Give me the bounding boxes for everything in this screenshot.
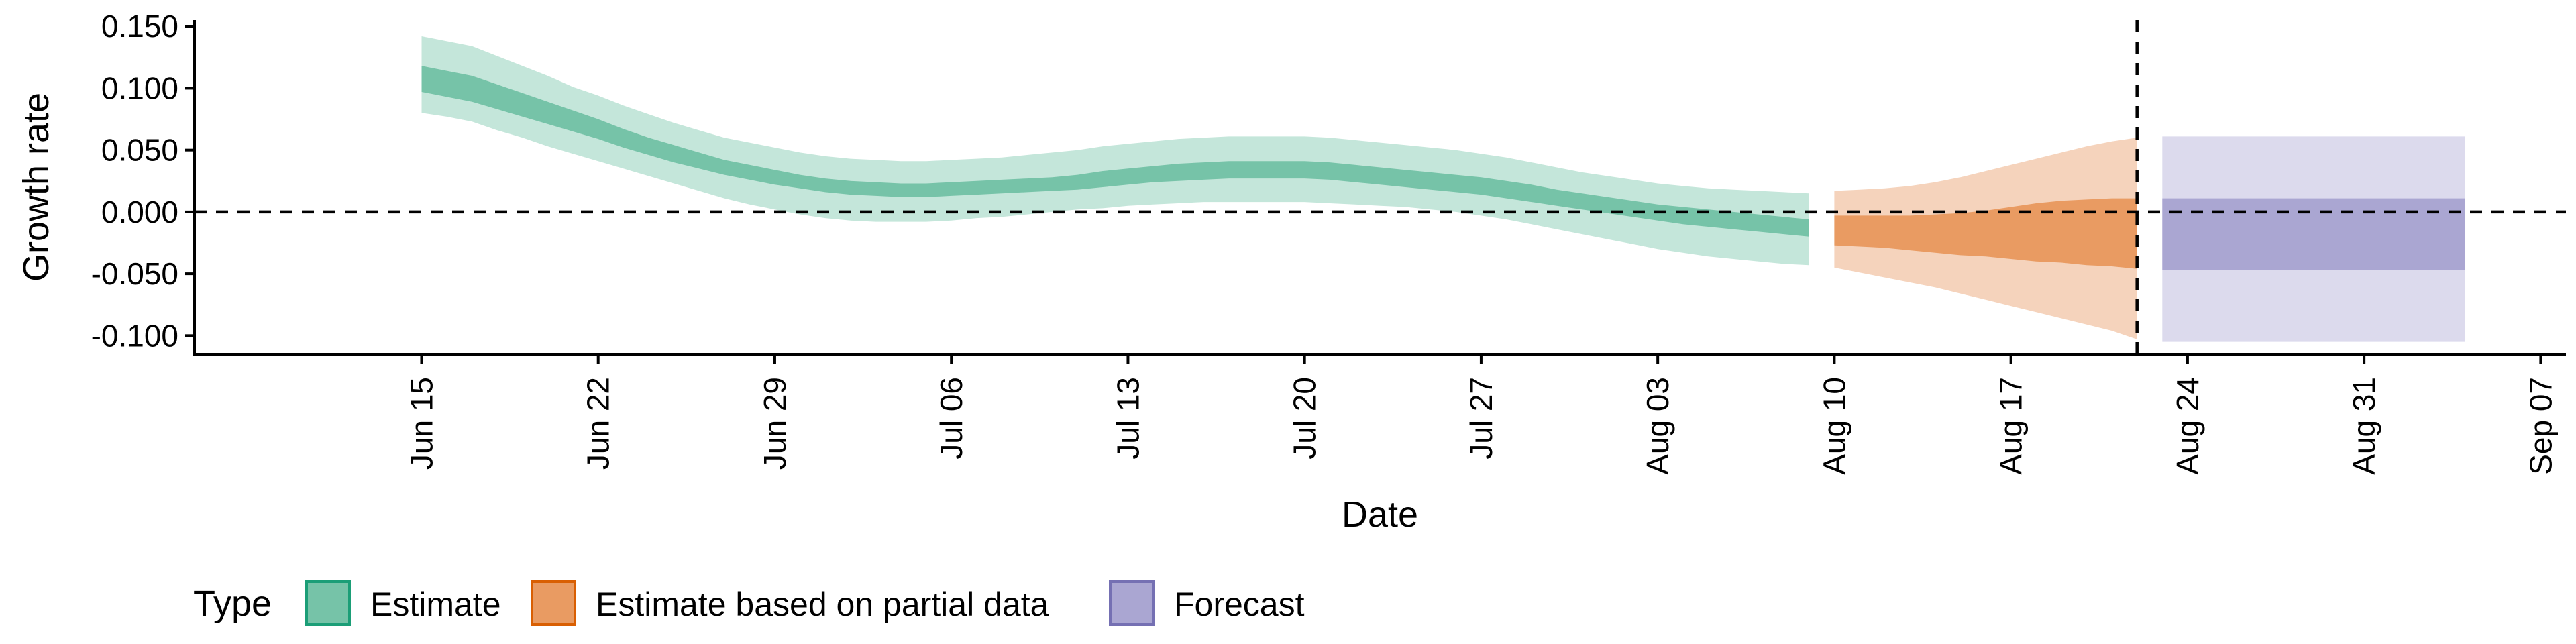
y-ticks: 0.150 0.100 0.050 0.000 -0.050 -0.100 (91, 9, 195, 353)
y-tick-label: 0.050 (101, 133, 178, 168)
legend-label: Estimate based on partial data (596, 586, 1049, 623)
estimate-based-on-partial-data-inner-band (1834, 198, 2137, 269)
x-tick-label: Jul 06 (934, 377, 969, 460)
legend-swatch (305, 580, 351, 626)
x-tick-label: Jul 20 (1287, 377, 1322, 460)
x-tick-label: Jun 22 (581, 377, 616, 470)
reference-lines (195, 20, 2566, 354)
x-tick-label: Jul 13 (1110, 377, 1145, 460)
y-tick-label: -0.050 (91, 256, 178, 291)
y-tick-label: 0.000 (101, 195, 178, 229)
series-forecast (2162, 136, 2465, 342)
legend-label: Estimate (370, 586, 501, 623)
legend-label: Forecast (1174, 586, 1305, 623)
x-ticks: Jun 15 Jun 22 Jun 29 Jul 06 Jul 13 Jul 20 Jul … (405, 354, 2558, 475)
x-tick-label: Sep 07 (2523, 377, 2558, 475)
legend: Type Estimate Estimate based on partial d… (193, 580, 1305, 626)
y-tick-label: 0.150 (101, 9, 178, 44)
x-tick-label: Aug 17 (1994, 377, 2029, 475)
x-tick-label: Jun 29 (757, 377, 792, 470)
x-tick-label: Aug 03 (1640, 377, 1675, 475)
legend-swatch (1109, 580, 1155, 626)
series-estimate-based-on-partial-data (1834, 138, 2137, 339)
y-axis-title: Growth rate (16, 93, 56, 282)
series-estimate (421, 36, 1809, 266)
x-tick-label: Aug 24 (2170, 377, 2205, 475)
x-tick-label: Jul 27 (1464, 377, 1499, 460)
legend-title: Type (193, 584, 272, 624)
legend-item-forecast: Forecast (1109, 580, 1305, 626)
y-tick-label: -0.100 (91, 318, 178, 353)
legend-item-estimate: Estimate (305, 580, 501, 626)
estimate-outer-band (421, 36, 1809, 266)
legend-item-estimate-based-on-partial-data: Estimate based on partial data (531, 580, 1049, 626)
forecast-inner-band (2162, 198, 2465, 270)
ribbon-layer (421, 36, 2465, 342)
axes (193, 20, 2566, 356)
x-tick-label: Aug 31 (2347, 377, 2381, 475)
x-tick-label: Aug 10 (1817, 377, 1851, 475)
x-axis-title: Date (1342, 494, 1418, 535)
x-tick-label: Jun 15 (405, 377, 439, 470)
y-tick-label: 0.100 (101, 70, 178, 105)
estimate-inner-band (421, 66, 1809, 237)
legend-swatch (531, 580, 576, 626)
